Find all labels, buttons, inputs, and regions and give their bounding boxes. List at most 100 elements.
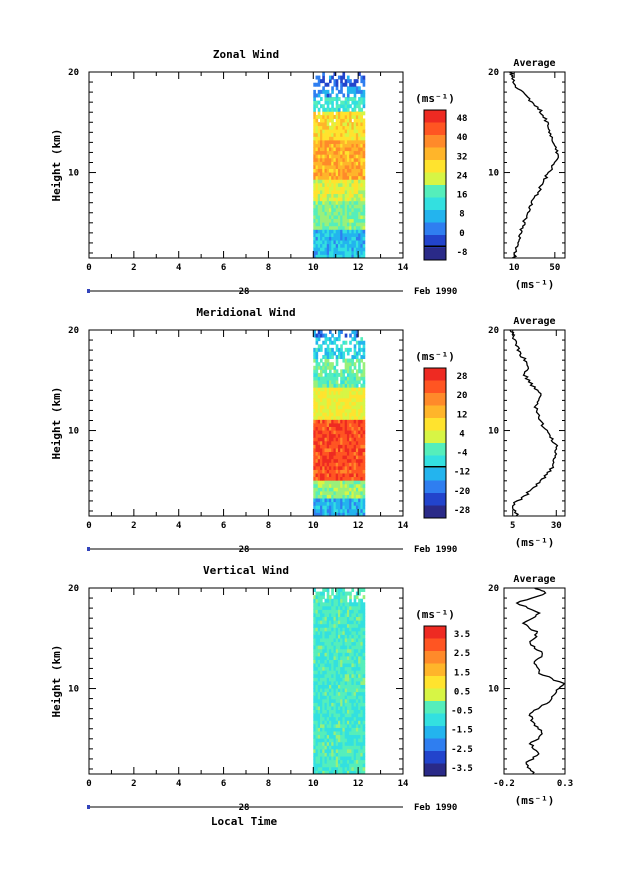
heatmap-cell [353, 748, 357, 753]
heatmap-cell [349, 250, 352, 255]
heatmap-cell [344, 616, 348, 621]
heatmap-cell [337, 186, 341, 191]
heatmap-cell [326, 344, 330, 349]
heatmap-cell [362, 89, 366, 94]
heatmap-cell [315, 508, 319, 513]
heatmap-cell [317, 197, 321, 202]
heatmap-cell [358, 698, 361, 703]
heatmap-cell [326, 358, 330, 363]
heatmap-cell [324, 498, 328, 503]
heatmap-cell [322, 247, 325, 252]
heatmap-cell [315, 200, 319, 205]
heatmap-cell [331, 655, 334, 660]
heatmap-cell [313, 505, 316, 510]
heatmap-cell [353, 630, 357, 635]
heatmap-cell [353, 136, 357, 141]
heatmap-cell [324, 100, 328, 105]
heatmap-cell [355, 147, 359, 152]
date-label: Feb 1990 [414, 803, 457, 813]
heatmap-cell [335, 122, 339, 127]
heatmap-cell [351, 630, 355, 635]
heatmap-cell [317, 602, 321, 607]
colorbar-level [424, 185, 446, 198]
heatmap-cell [326, 766, 330, 771]
heatmap-cell [342, 247, 346, 252]
heatmap-cell [342, 663, 346, 668]
heatmap-cell [346, 380, 350, 385]
heatmap-cell [324, 207, 328, 212]
heatmap-cell [353, 111, 357, 116]
heatmap-cell [320, 247, 323, 252]
heatmap-cell [355, 397, 359, 402]
heatmap-cell [360, 75, 364, 80]
heatmap-cell [344, 358, 348, 363]
heatmap-cell [335, 763, 339, 768]
heatmap-cell [333, 759, 337, 764]
heatmap-cell [340, 172, 343, 177]
heatmap-cell [355, 376, 359, 381]
heatmap-cell [340, 645, 343, 650]
heatmap-cell [342, 591, 346, 596]
heatmap-cell [342, 455, 346, 460]
heatmap-cell [344, 734, 348, 739]
heatmap-cell [324, 444, 328, 449]
heatmap-cell [324, 129, 328, 134]
heatmap-cell [362, 186, 366, 191]
heatmap-cell [335, 716, 339, 721]
heatmap-cell [324, 215, 328, 220]
heatmap-cell [313, 165, 316, 169]
heatmap-cell [317, 756, 321, 761]
heatmap-cell [346, 372, 350, 377]
heatmap-cell [358, 645, 361, 650]
heatmap-cell [351, 716, 355, 721]
heatmap-cell [335, 433, 339, 438]
heatmap-cell [360, 588, 364, 592]
heatmap-cell [322, 222, 325, 227]
heatmap-cell [313, 93, 316, 98]
heatmap-cell [328, 480, 332, 485]
heatmap-cell [315, 655, 319, 660]
heatmap-cell [344, 487, 348, 492]
heatmap-cell [326, 193, 330, 198]
heatmap-cell [342, 731, 346, 736]
heatmap-cell [324, 734, 328, 739]
colorbar-tick-label: 2.5 [454, 649, 470, 659]
heatmap-cell [362, 763, 366, 768]
heatmap-cell [351, 588, 355, 592]
heatmap-cell [331, 111, 334, 116]
heatmap-cell [340, 200, 343, 205]
heatmap-cell [313, 193, 316, 198]
heatmap-cell [340, 229, 343, 234]
heatmap-cell [333, 613, 337, 618]
heatmap-cell [328, 641, 332, 646]
heatmap-cell [349, 752, 352, 757]
heatmap-cell [342, 741, 346, 746]
heatmap-cell [326, 677, 330, 682]
heatmap-cell [353, 734, 357, 739]
heatmap-cell [351, 401, 355, 406]
heatmap-cell [315, 415, 319, 420]
heatmap-cell [362, 756, 366, 761]
heatmap-cell [337, 143, 341, 148]
heatmap-cell [349, 143, 352, 148]
heatmap-cell [315, 709, 319, 714]
heatmap-cell [360, 681, 364, 685]
heatmap-cell [344, 663, 348, 668]
heatmap-cell [333, 340, 337, 345]
heatmap-cell [320, 505, 323, 510]
heatmap-cell [349, 741, 352, 746]
heatmap-cell [342, 157, 346, 162]
heatmap-cell [331, 727, 334, 732]
heatmap-cell [335, 490, 339, 495]
heatmap-cell [358, 376, 361, 381]
heatmap-cell [320, 756, 323, 761]
heatmap-cell [324, 190, 328, 195]
heatmap-cell [317, 440, 321, 445]
heatmap-cell [349, 136, 352, 141]
heatmap-cell [331, 157, 334, 162]
heatmap-cell [333, 165, 337, 169]
heatmap-cell [362, 473, 366, 478]
heatmap-cell [333, 197, 337, 202]
heatmap-cell [337, 681, 341, 685]
heatmap-cell [335, 97, 339, 102]
